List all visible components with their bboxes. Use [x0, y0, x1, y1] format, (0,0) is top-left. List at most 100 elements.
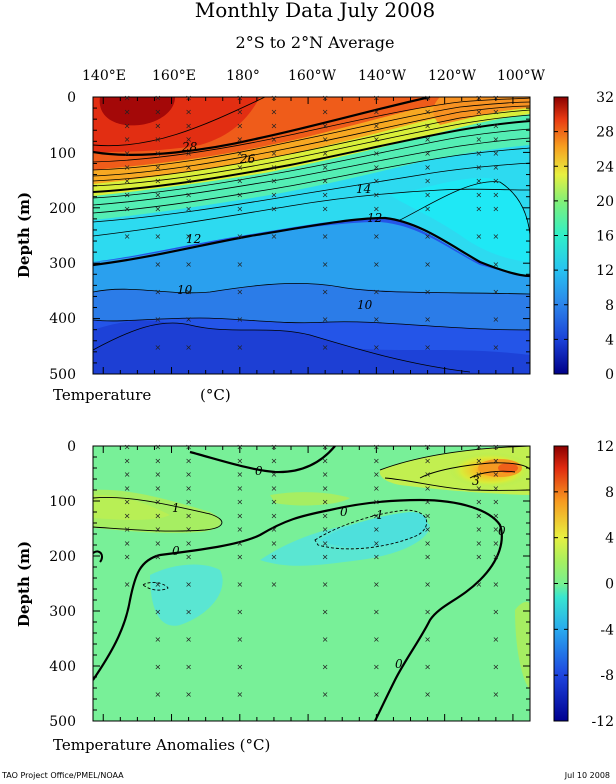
- observation-marker: ×: [493, 470, 500, 479]
- colorbar-tick-label: -12: [591, 714, 614, 730]
- observation-marker: ×: [475, 470, 482, 479]
- observation-marker: ×: [373, 484, 380, 493]
- observation-marker: ×: [493, 663, 500, 672]
- observation-marker: ×: [424, 191, 431, 200]
- observation-marker: ×: [185, 553, 192, 562]
- observation-marker: ×: [185, 135, 192, 144]
- colorbar-tick-label: 8: [605, 485, 614, 501]
- observation-marker: ×: [493, 260, 500, 269]
- observation-marker: ×: [185, 232, 192, 241]
- observation-marker: ×: [322, 553, 329, 562]
- observation-marker: ×: [185, 107, 192, 116]
- observation-marker: ×: [493, 232, 500, 241]
- observation-marker: ×: [124, 525, 131, 534]
- observation-marker: ×: [124, 484, 131, 493]
- y-tick-label: 0: [67, 439, 76, 455]
- observation-marker: ×: [424, 635, 431, 644]
- observation-marker: ×: [155, 443, 162, 452]
- top-x-tick-label: 140°W: [358, 68, 407, 84]
- observation-marker: ×: [185, 539, 192, 548]
- observation-marker: ×: [493, 690, 500, 699]
- observation-marker: ×: [124, 470, 131, 479]
- observation-marker: ×: [236, 260, 243, 269]
- observation-marker: ×: [322, 635, 329, 644]
- observation-marker: ×: [155, 690, 162, 699]
- observation-marker: ×: [185, 525, 192, 534]
- contour-label: 0: [255, 464, 263, 478]
- observation-marker: ×: [155, 343, 162, 352]
- contour-label: 14: [356, 182, 371, 196]
- observation-marker: ×: [493, 177, 500, 186]
- top-data-markers: × × × × × × × × × × × × × × × × × × × × × × × × × × × × × × × × × × × × × × × ×…: [124, 94, 499, 352]
- observation-marker: ×: [373, 511, 380, 520]
- observation-marker: ×: [124, 135, 131, 144]
- observation-marker: ×: [124, 511, 131, 520]
- y-tick-label: 500: [49, 714, 76, 730]
- observation-marker: ×: [373, 163, 380, 172]
- observation-marker: ×: [155, 315, 162, 324]
- observation-marker: ×: [236, 539, 243, 548]
- observation-marker: ×: [155, 663, 162, 672]
- observation-marker: ×: [271, 443, 278, 452]
- observation-marker: ×: [155, 635, 162, 644]
- bottom-contour-lines: [93, 446, 530, 721]
- observation-marker: ×: [493, 135, 500, 144]
- observation-marker: ×: [322, 580, 329, 589]
- observation-marker: ×: [493, 287, 500, 296]
- observation-marker: ×: [124, 94, 131, 103]
- observation-marker: ×: [236, 456, 243, 465]
- observation-marker: ×: [185, 204, 192, 213]
- observation-marker: ×: [155, 107, 162, 116]
- observation-marker: ×: [322, 456, 329, 465]
- observation-marker: ×: [322, 539, 329, 548]
- colorbar-tick-label: -8: [600, 668, 614, 684]
- observation-marker: ×: [124, 163, 131, 172]
- y-tick-label: 500: [49, 367, 76, 383]
- observation-marker: ×: [236, 343, 243, 352]
- y-tick-label: 100: [49, 494, 76, 510]
- observation-marker: ×: [155, 163, 162, 172]
- observation-marker: ×: [424, 511, 431, 520]
- observation-marker: ×: [373, 260, 380, 269]
- observation-marker: ×: [124, 107, 131, 116]
- observation-marker: ×: [155, 177, 162, 186]
- observation-marker: ×: [373, 287, 380, 296]
- observation-marker: ×: [185, 511, 192, 520]
- observation-marker: ×: [322, 511, 329, 520]
- observation-marker: ×: [322, 608, 329, 617]
- observation-marker: ×: [236, 232, 243, 241]
- observation-marker: ×: [493, 315, 500, 324]
- top-x-tick-label: 100°W: [497, 68, 546, 84]
- observation-marker: ×: [493, 635, 500, 644]
- observation-marker: ×: [236, 608, 243, 617]
- observation-marker: ×: [373, 553, 380, 562]
- observation-marker: ×: [155, 525, 162, 534]
- observation-marker: ×: [322, 498, 329, 507]
- observation-marker: ×: [236, 663, 243, 672]
- top-plot-frame: [92, 96, 531, 375]
- observation-marker: ×: [373, 690, 380, 699]
- observation-marker: ×: [124, 443, 131, 452]
- observation-marker: ×: [322, 232, 329, 241]
- observation-marker: ×: [236, 163, 243, 172]
- observation-marker: ×: [185, 443, 192, 452]
- y-tick-label: 100: [49, 146, 76, 162]
- observation-marker: ×: [424, 107, 431, 116]
- colorbar-tick-label: 12: [596, 439, 614, 455]
- observation-marker: ×: [493, 525, 500, 534]
- observation-marker: ×: [373, 135, 380, 144]
- observation-marker: ×: [124, 498, 131, 507]
- observation-marker: ×: [322, 315, 329, 324]
- observation-marker: ×: [475, 539, 482, 548]
- observation-marker: ×: [124, 204, 131, 213]
- colorbar-tick-label: 0: [605, 577, 614, 593]
- bottom-data-markers: × × × × × × × × × × × × × × × × × × × × × × × × × × × × × × × × × × × × × × × ×…: [124, 443, 499, 700]
- observation-marker: ×: [424, 204, 431, 213]
- contour-label: 0: [395, 657, 403, 671]
- observation-marker: ×: [424, 260, 431, 269]
- observation-marker: ×: [493, 608, 500, 617]
- observation-marker: ×: [155, 511, 162, 520]
- observation-marker: ×: [322, 107, 329, 116]
- observation-marker: ×: [493, 94, 500, 103]
- observation-marker: ×: [124, 553, 131, 562]
